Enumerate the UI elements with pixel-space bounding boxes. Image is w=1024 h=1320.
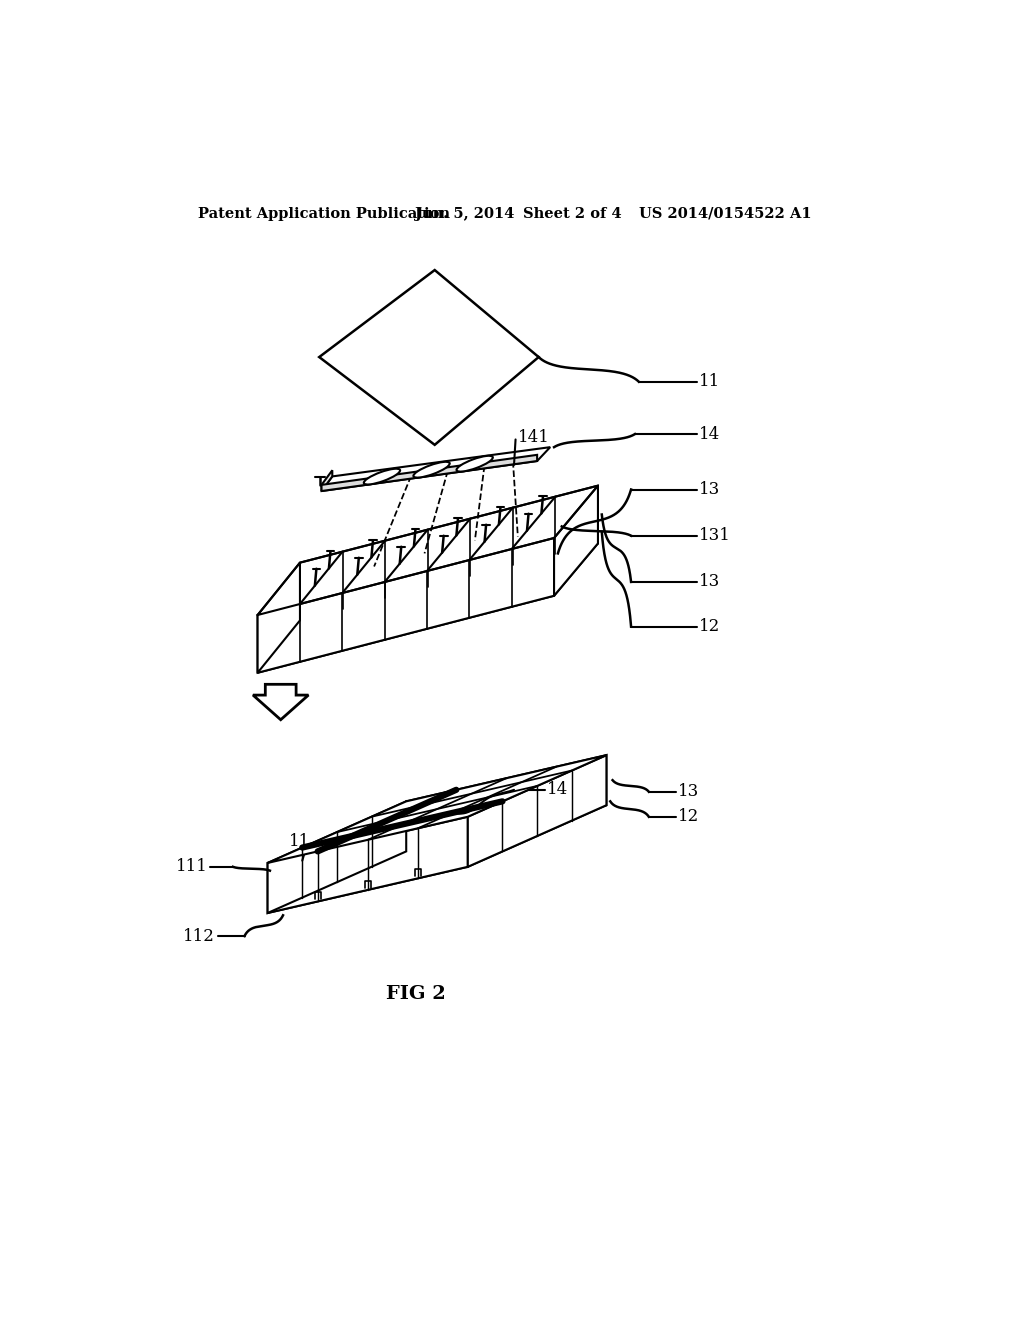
Polygon shape <box>554 486 598 595</box>
Text: Sheet 2 of 4: Sheet 2 of 4 <box>523 207 622 220</box>
Text: US 2014/0154522 A1: US 2014/0154522 A1 <box>639 207 811 220</box>
Polygon shape <box>267 817 468 913</box>
Text: 112: 112 <box>183 928 215 945</box>
Polygon shape <box>319 271 539 445</box>
Text: 11: 11 <box>290 833 310 850</box>
Text: 141: 141 <box>518 429 550 446</box>
Text: 12: 12 <box>678 808 699 825</box>
Polygon shape <box>267 755 606 863</box>
Text: 12: 12 <box>698 618 720 635</box>
Polygon shape <box>253 684 308 719</box>
Polygon shape <box>322 455 538 491</box>
Polygon shape <box>468 755 606 867</box>
Polygon shape <box>258 544 598 673</box>
Polygon shape <box>267 805 606 913</box>
Text: Jun. 5, 2014: Jun. 5, 2014 <box>416 207 515 220</box>
Text: 13: 13 <box>698 573 720 590</box>
Polygon shape <box>322 470 333 491</box>
Ellipse shape <box>414 462 450 478</box>
Text: Patent Application Publication: Patent Application Publication <box>199 207 451 220</box>
Polygon shape <box>300 486 598 620</box>
Polygon shape <box>258 562 300 673</box>
Polygon shape <box>322 447 550 491</box>
Text: FIG 2: FIG 2 <box>386 985 445 1003</box>
Text: 14: 14 <box>698 425 720 442</box>
Text: 14: 14 <box>547 781 568 799</box>
Polygon shape <box>407 755 606 851</box>
Polygon shape <box>267 801 407 913</box>
Text: 11: 11 <box>698 374 720 391</box>
Text: 131: 131 <box>698 527 731 544</box>
Text: 111: 111 <box>176 858 208 875</box>
Text: 13: 13 <box>678 783 699 800</box>
Ellipse shape <box>364 469 400 484</box>
Polygon shape <box>258 539 554 673</box>
Text: 13: 13 <box>698 480 720 498</box>
Ellipse shape <box>457 455 493 471</box>
